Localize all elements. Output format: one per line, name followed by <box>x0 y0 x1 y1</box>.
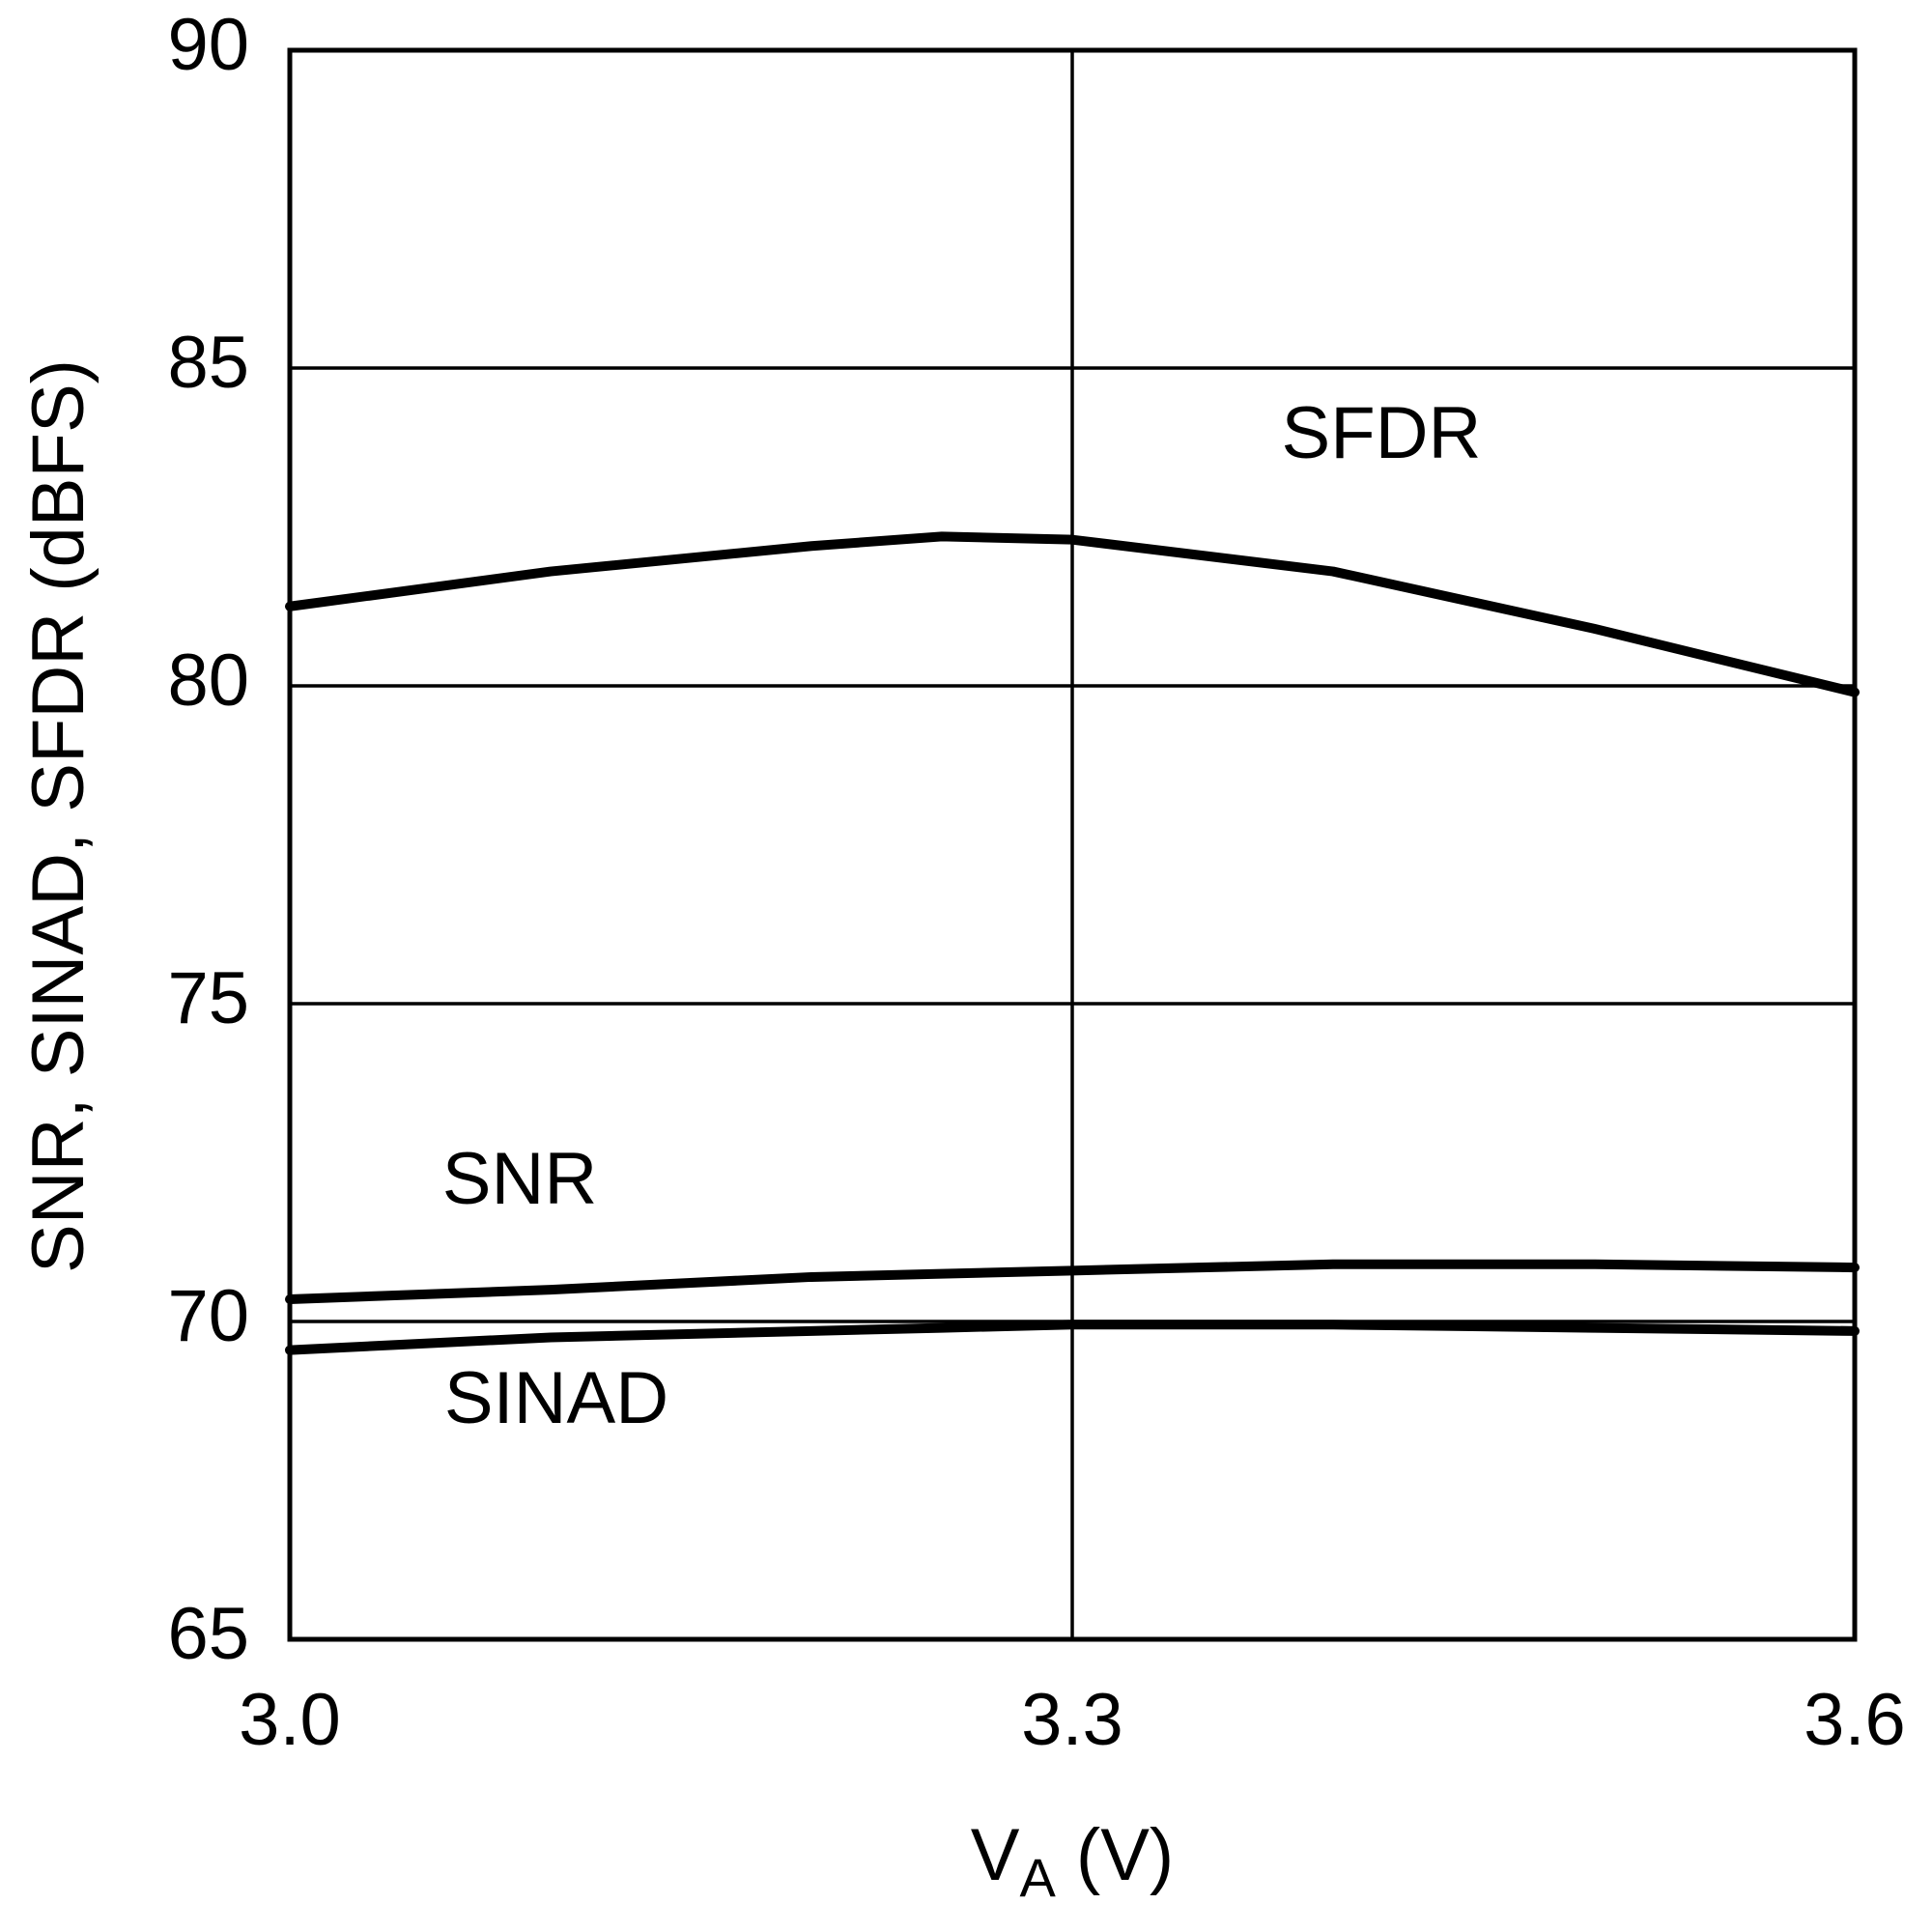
y-tick-label: 80 <box>167 639 249 722</box>
x-tick-label: 3.6 <box>1804 1679 1906 1761</box>
series-label: SNR <box>442 1138 597 1220</box>
x-tick-label: 3.3 <box>1021 1679 1123 1761</box>
y-tick-label: 65 <box>167 1593 249 1675</box>
x-axis-label-rest: (V) <box>1056 1814 1174 1896</box>
y-tick-label: 85 <box>167 322 249 404</box>
x-axis-label-sub: A <box>1019 1847 1056 1908</box>
x-axis-label: VA (V) <box>971 1814 1175 1908</box>
x-axis-label-main: V <box>971 1814 1020 1896</box>
y-tick-label: 70 <box>167 1275 249 1357</box>
series-line <box>285 1259 1860 1304</box>
x-tick-label: 3.0 <box>239 1679 341 1761</box>
plot-frame <box>287 47 1858 1642</box>
series-label: SFDR <box>1282 392 1482 474</box>
series-line <box>285 531 1860 697</box>
series-label: SINAD <box>444 1357 668 1439</box>
y-tick-label: 90 <box>167 4 249 86</box>
y-tick-label: 75 <box>167 957 249 1039</box>
y-axis-label: SNR, SINAD, SFDR (dBFS) <box>17 359 99 1273</box>
series-line <box>285 1320 1860 1355</box>
